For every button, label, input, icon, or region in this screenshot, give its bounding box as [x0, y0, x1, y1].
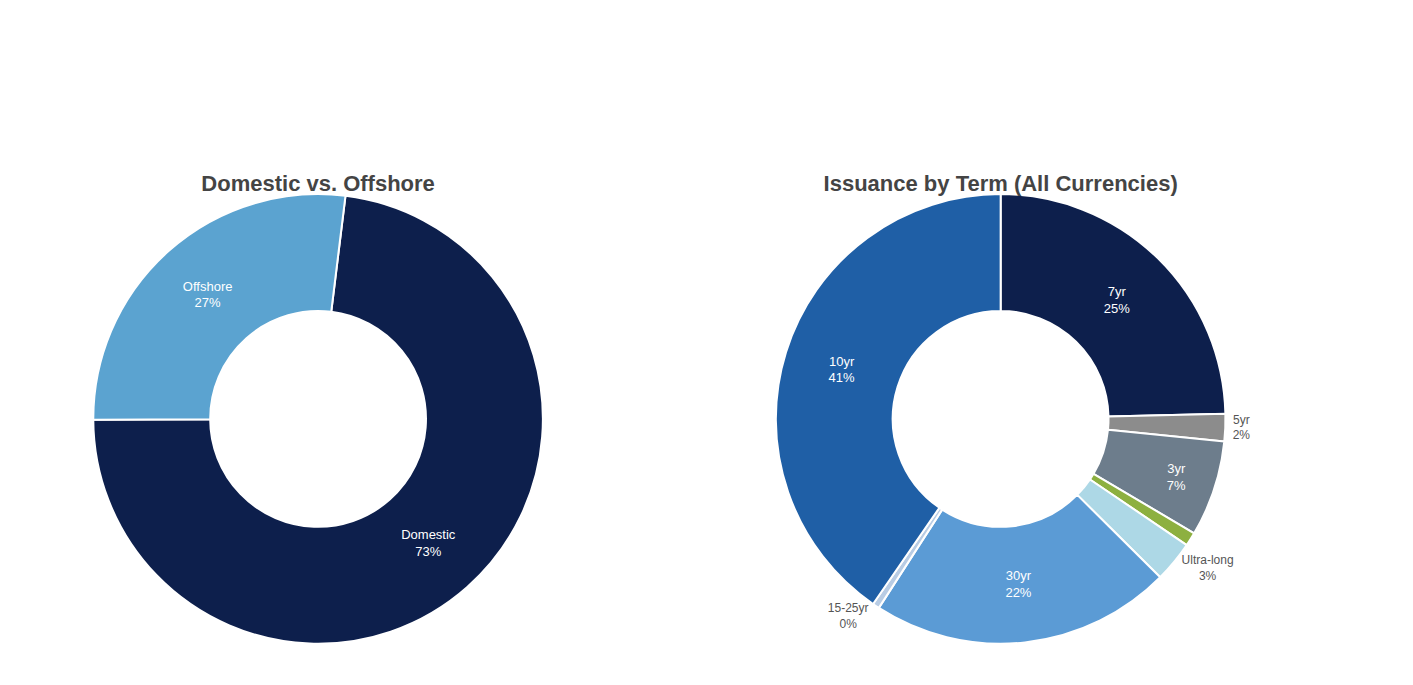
svg-text:15-25yr0%: 15-25yr0% [828, 601, 869, 631]
svg-text:3yr7%: 3yr7% [1167, 461, 1186, 493]
svg-text:Domestic vs. Offshore: Domestic vs. Offshore [201, 171, 435, 196]
svg-text:5yr2%: 5yr2% [1233, 413, 1251, 443]
svg-text:7yr25%: 7yr25% [1104, 284, 1130, 316]
svg-text:Issuance by Term (All Currenci: Issuance by Term (All Currencies) [824, 171, 1178, 196]
svg-text:10yr41%: 10yr41% [829, 354, 855, 386]
svg-text:Offshore27%: Offshore27% [183, 279, 233, 311]
svg-text:30yr22%: 30yr22% [1005, 568, 1031, 600]
svg-text:Ultra-long3%: Ultra-long3% [1182, 553, 1234, 583]
svg-text:Domestic73%: Domestic73% [401, 527, 456, 559]
